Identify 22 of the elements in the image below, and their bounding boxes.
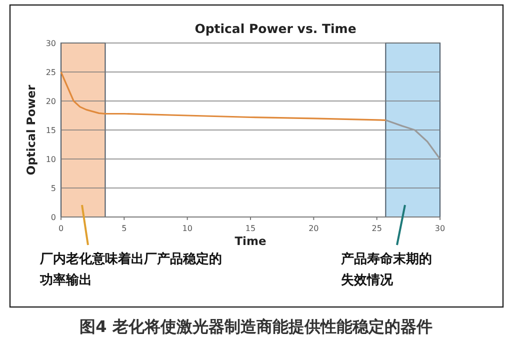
x-tick-label: 25 [372, 224, 382, 233]
x-tick-label: 30 [434, 224, 446, 233]
text: 产品寿命末期的失效情况 [340, 251, 432, 288]
caption: 图4 老化将使激光器制造商能提供性能稳定的器件 [80, 317, 432, 336]
line-series [60, 71, 386, 121]
line-series [384, 119, 441, 160]
x-tick-label: 20 [308, 224, 319, 233]
x-axis-title: Time [234, 234, 266, 248]
y-tick-label: 30 [46, 39, 56, 48]
y-tick-label: 20 [46, 97, 56, 106]
y-tick-label: 25 [46, 68, 56, 77]
y-tick-label: 10 [46, 155, 56, 164]
y-tick-label: 5 [50, 184, 56, 193]
y-tick-label: 15 [46, 126, 56, 135]
text: 厂内老化意味着出厂产品稳定的功率输出 [39, 251, 222, 288]
y-axis-title: Optical Power [24, 84, 38, 176]
chart-title: Optical Power vs. Time [194, 21, 356, 36]
x-tick-label: 10 [182, 224, 192, 233]
x-tick-label: 0 [58, 224, 64, 233]
x-tick-label: 15 [245, 224, 256, 233]
y-tick-label: 0 [50, 213, 56, 222]
x-tick-label: 5 [122, 224, 127, 233]
